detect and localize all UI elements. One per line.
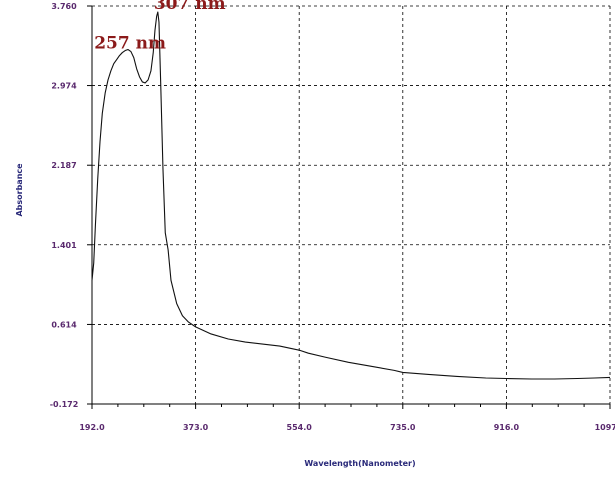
peak-annotation-label: 257 nm [94,34,166,54]
x-tick-label: 373.0 [183,423,209,432]
x-tick-label: 916.0 [494,423,520,432]
chart-axes [91,6,610,405]
x-tick-label: 192.0 [79,423,105,432]
y-tick-label: 2.187 [51,161,76,170]
chart-tick-labels: 192.0 373.0 554.0 735.0 916.0 1097.0 -0.172 0.6… [50,2,615,432]
x-axis-title: Wavelength(Nanometer) [304,459,415,468]
spectrum-series-line [91,11,611,380]
x-tick-label: 1097.0 [595,423,615,432]
peak-annotation-label: 307 nm [154,0,226,14]
chart-ticks [87,5,611,409]
y-tick-label: 2.974 [51,82,77,91]
y-tick-label: 1.401 [51,241,77,250]
y-tick-label: 3.760 [51,2,77,11]
chart-grid [92,5,611,404]
y-tick-label: 0.614 [51,320,77,329]
y-axis-title: Absorbance [15,163,24,217]
y-tick-label: -0.172 [50,400,79,409]
x-tick-label: 735.0 [390,423,416,432]
chart-annotations: 257 nm 307 nm [94,0,225,54]
chart-series [91,11,611,380]
x-tick-label: 554.0 [287,423,313,432]
